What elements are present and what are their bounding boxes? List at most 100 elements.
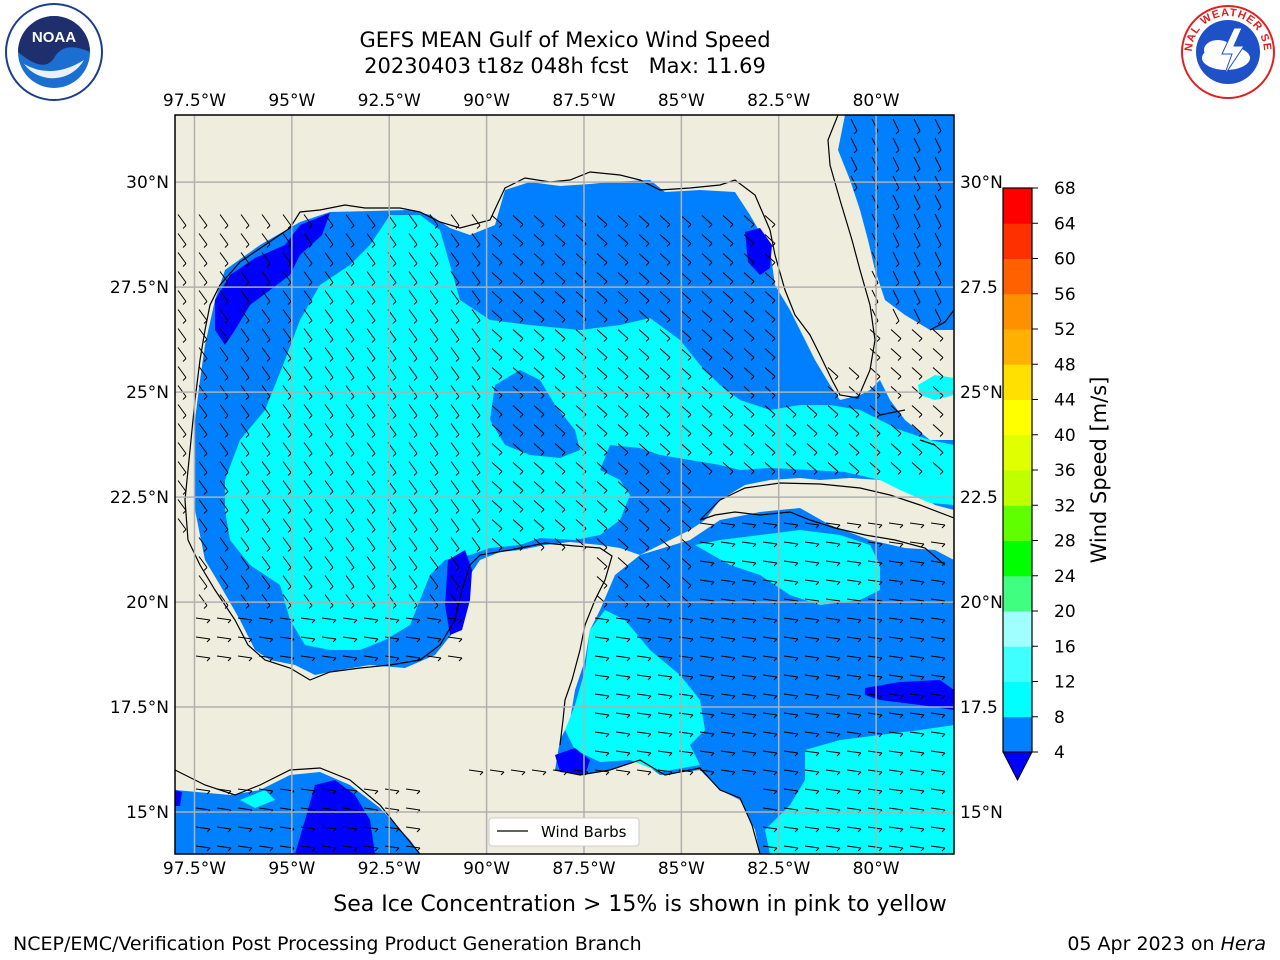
wind-barb-flag	[941, 524, 946, 529]
lon-labels-bottom: 97.5°W 95°W 92.5°W 90°W 87.5°W 85°W 82.5°W 80°W	[163, 859, 900, 879]
wind-barb	[909, 788, 925, 792]
wind-barb-flag	[287, 244, 292, 248]
wind-barb-flag	[308, 301, 313, 305]
wind-barb	[594, 636, 610, 640]
wind-barb	[659, 500, 671, 510]
wind-barb	[177, 423, 187, 435]
wind-barb	[846, 693, 862, 697]
wind-barb-flag	[605, 638, 610, 643]
wind-barb-flag	[203, 415, 208, 419]
wind-barb-flag	[350, 301, 355, 305]
wind-barb-flag	[857, 543, 862, 548]
wind-barb-flag	[434, 396, 439, 400]
wind-barb	[491, 462, 503, 472]
wind-barb	[764, 215, 776, 225]
wind-barb-flag	[332, 619, 337, 624]
wind-barb	[764, 272, 776, 282]
wind-barb	[699, 598, 715, 602]
calm-area-texas	[215, 213, 330, 345]
wind-barb	[680, 519, 692, 529]
wind-barb-flag	[227, 847, 232, 852]
wind-barb	[345, 252, 355, 264]
wind-barb	[913, 289, 921, 303]
wind-barb-flag	[287, 567, 292, 571]
wind-barb	[366, 309, 376, 321]
wind-barb-flag	[666, 566, 671, 570]
wind-barb-flag	[647, 619, 652, 624]
wind-barb	[303, 461, 313, 473]
wind-barb	[282, 556, 292, 568]
wind-barb-flag	[794, 771, 799, 776]
wind-barb	[177, 461, 187, 473]
colorbar-tick-label: 56	[1054, 285, 1076, 305]
wind-barb-flag	[666, 281, 671, 285]
wind-barb-flag	[224, 605, 229, 609]
wind-barb	[429, 214, 439, 226]
wind-barb-flag	[626, 638, 631, 643]
wind-barb-flag	[878, 752, 883, 757]
wind-barb	[429, 328, 439, 340]
wind-barb	[363, 655, 379, 659]
wind-barb-flag	[916, 206, 921, 211]
wind-barb	[324, 537, 334, 549]
wind-barb-flag	[752, 733, 757, 738]
wind-barb	[429, 271, 439, 283]
wind-barb	[384, 807, 400, 811]
wind-barb-flag	[941, 771, 946, 776]
wind-barb	[303, 290, 313, 302]
wind-barb	[198, 252, 208, 264]
wind-barb-flag	[308, 225, 313, 229]
lat-label-right: 15°N	[960, 803, 1003, 823]
wind-barb	[177, 347, 187, 359]
wind-barb-flag	[668, 771, 673, 776]
wind-barb-flag	[687, 471, 692, 475]
wind-barb	[701, 386, 713, 396]
wind-barb	[617, 500, 629, 510]
wind-barb	[636, 750, 652, 754]
wind-barb-flag	[329, 320, 334, 324]
wind-barb-flag	[498, 357, 503, 361]
wind-barb-flag	[266, 453, 271, 457]
wind-barb-flag	[899, 714, 904, 719]
wind-barb-flag	[624, 281, 629, 285]
wind-barb	[366, 347, 376, 359]
wind-barb-flag	[771, 262, 776, 266]
wind-barb-flag	[645, 338, 650, 342]
wind-barb	[366, 233, 376, 245]
wind-barb-flag	[836, 581, 841, 586]
wind-barb	[300, 617, 316, 621]
wind-barb	[743, 462, 755, 472]
calm-area-honduras	[555, 748, 590, 775]
wind-barb-flag	[815, 828, 820, 833]
wind-barb	[450, 233, 460, 245]
wind-barb	[282, 594, 292, 606]
wind-barb-flag	[350, 510, 355, 514]
wind-barb	[934, 118, 942, 132]
wind-barb	[825, 541, 841, 545]
wind-barb-flag	[731, 562, 736, 567]
wind-barb	[491, 329, 503, 339]
wind-barb-flag	[857, 562, 862, 567]
wind-barb-flag	[708, 262, 713, 266]
colorbar-tick-label: 16	[1054, 637, 1076, 657]
wind-barb-flag	[413, 263, 418, 267]
wind-barb-flag	[853, 149, 858, 154]
wind-barb-flag	[899, 733, 904, 738]
wind-barb	[261, 309, 271, 321]
wind-barb	[594, 731, 610, 735]
wind-barb	[846, 541, 862, 545]
wind-barb-flag	[203, 358, 208, 362]
wind-barb-flag	[941, 714, 946, 719]
wind-barb	[554, 519, 566, 529]
wind-barb-flag	[540, 528, 545, 532]
wind-barb	[804, 560, 820, 564]
wind-barb-flag	[752, 771, 757, 776]
wind-barb-flag	[540, 376, 545, 380]
wind-barb	[237, 807, 253, 811]
wind-barb	[867, 750, 883, 754]
wind-barb-flag	[413, 415, 418, 419]
wind-barb	[827, 386, 839, 396]
wind-barb	[554, 215, 566, 225]
wind-barb	[867, 845, 883, 849]
wind-barb-flag	[392, 282, 397, 286]
